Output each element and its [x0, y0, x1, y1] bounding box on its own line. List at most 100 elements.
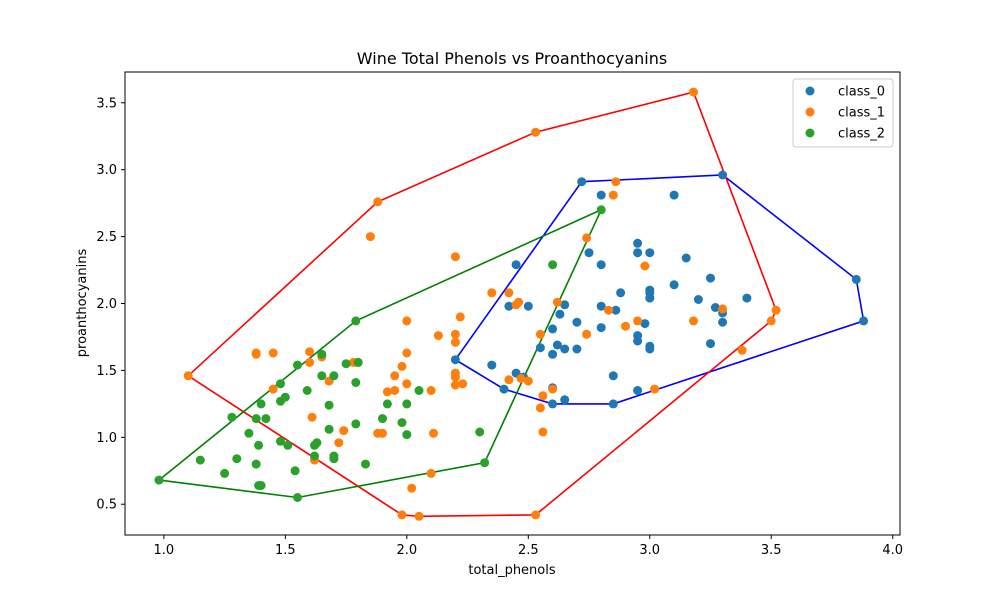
class_1-point [535, 403, 545, 413]
class_1-point [514, 297, 524, 307]
class_2-point [402, 430, 412, 440]
class_1-point [402, 379, 412, 389]
class_0-point [633, 238, 643, 248]
class_2-point [290, 466, 300, 476]
class_2-point [329, 454, 339, 464]
class_0-point [499, 384, 509, 394]
class_2-point [317, 349, 327, 359]
class_1-point [397, 510, 407, 520]
class_0-point [596, 190, 606, 200]
class_2-point [276, 379, 285, 389]
class_2-point [378, 414, 387, 424]
class_0-point [645, 293, 655, 303]
class_2-point [280, 392, 290, 402]
class_0-point [572, 317, 582, 327]
y-tick-label: 0.5 [96, 498, 117, 513]
y-tick-label: 1.5 [96, 364, 117, 379]
class_1-point [305, 347, 315, 357]
class_0-point [633, 336, 643, 346]
class_2-point [154, 475, 164, 485]
class_0-point [487, 360, 497, 370]
class_0-point [596, 301, 606, 311]
class_1-point [523, 376, 533, 386]
class_2-point [256, 481, 266, 490]
class_2-point [596, 205, 606, 215]
class_1-point [611, 177, 621, 187]
x-tick-label: 1.5 [275, 543, 296, 558]
class_2-point [227, 412, 237, 422]
class_0-point [596, 323, 606, 333]
class_2-hull-outline [157, 208, 603, 499]
class_1-point [426, 468, 436, 478]
class_1-point [766, 316, 776, 326]
class_1-point [621, 321, 630, 331]
legend-label-class_2: class_2 [838, 127, 885, 142]
class_1-point [455, 312, 465, 322]
class_0-point [859, 316, 869, 326]
class_2-point [402, 399, 412, 409]
class_1-point [373, 428, 383, 438]
y-axis-label: proanthocyanins [75, 249, 90, 358]
x-axis-ticks: 1.0 1.5 2.0 2.5 3.0 3.5 4.0 [154, 535, 903, 558]
class_0-point [560, 300, 570, 310]
class_2-point [548, 260, 558, 270]
class_1-point [633, 316, 643, 326]
class_1-point [365, 232, 375, 242]
class_2-point [480, 458, 490, 468]
class_0-point [560, 395, 570, 405]
class_2-point [276, 436, 285, 446]
legend-marker-class_0 [805, 86, 815, 96]
class_2-point [254, 440, 264, 450]
class_1-point [402, 316, 412, 326]
class_0-point [669, 190, 679, 200]
class_2-point [251, 459, 261, 469]
class_1-point [737, 345, 747, 355]
class_1-point [268, 384, 278, 394]
class_2-point [293, 360, 302, 370]
x-tick-label: 1.0 [154, 543, 175, 558]
data-points [154, 87, 869, 521]
class_0-point [511, 260, 521, 270]
y-tick-label: 2.0 [96, 297, 117, 312]
class_2-point [353, 357, 363, 367]
class_1-point [373, 197, 383, 207]
class_0-point [645, 344, 655, 354]
class_2-point [256, 399, 266, 409]
x-tick-label: 2.5 [518, 543, 539, 558]
class_2-point [302, 386, 312, 395]
class_1-point [382, 387, 392, 397]
x-tick-label: 3.5 [761, 543, 782, 558]
class_1-point [552, 297, 562, 307]
class_1-point [771, 305, 781, 315]
class_1-point [414, 511, 424, 521]
class_1-point [548, 384, 558, 394]
class_1-point [640, 261, 650, 271]
class_1-point [305, 357, 315, 367]
class_1-point [531, 510, 541, 520]
class_0-point [681, 253, 691, 263]
class_0-point [851, 274, 861, 284]
x-tick-label: 3.0 [639, 543, 660, 558]
class_0-point [548, 324, 558, 334]
class_1-point [538, 391, 548, 401]
class_0-point [669, 280, 679, 290]
class_0-point [548, 349, 558, 359]
class_1-point [433, 331, 443, 341]
class_0-point [616, 288, 626, 298]
class_0-point [523, 301, 533, 311]
class_2-point [244, 428, 254, 438]
class_2-point [351, 316, 361, 326]
class_2-point [261, 414, 271, 424]
x-tick-label: 4.0 [882, 543, 903, 558]
class_1-point [183, 371, 193, 381]
class_0-point [596, 260, 606, 270]
legend: class_0 class_1 class_2 [792, 78, 894, 148]
class_0-point [645, 248, 655, 258]
class_0-point [608, 399, 618, 409]
class_1-point [450, 329, 460, 339]
class_1-hull-outline [186, 91, 777, 518]
class_1-point [390, 371, 400, 381]
class_0-point [706, 339, 715, 349]
